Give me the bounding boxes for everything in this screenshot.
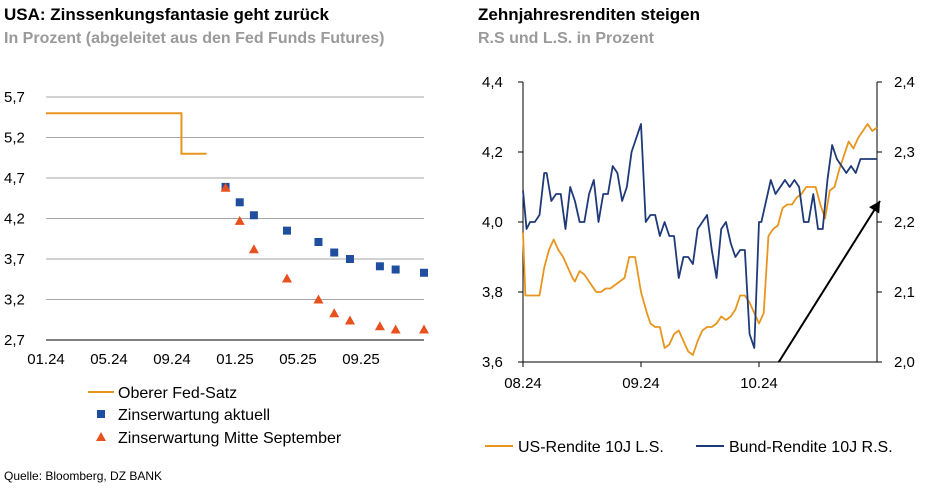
legend-mid-september-swatch [96, 432, 106, 441]
rate-expectation-current-point [314, 237, 323, 246]
rate-expectation-mid-september-point [248, 244, 259, 254]
left-x-tick-label: 09.24 [153, 351, 191, 368]
right-x-tick-label: 09.24 [622, 375, 660, 392]
legend-us-yield-label: US-Rendite 10J L.S. [518, 439, 664, 456]
left-chart-title: USA: Zinssenkungsfantasie geht zurück [4, 5, 329, 24]
legend-current-label: Zinserwartung aktuell [118, 407, 270, 424]
rate-expectation-current-point [391, 265, 400, 274]
rate-expectation-mid-september-point [234, 215, 245, 225]
trend-arrow-head [869, 201, 880, 214]
right-left-y-tick-label: 3,8 [482, 284, 503, 301]
rate-expectation-mid-september-point [374, 321, 385, 331]
left-x-tick-label: 05.25 [279, 351, 317, 368]
legend-fed-rate-label: Oberer Fed-Satz [118, 385, 237, 402]
us-yield-line [522, 123, 878, 356]
rate-expectation-mid-september-point [419, 324, 429, 334]
right-x-tick-label: 08.24 [504, 375, 542, 392]
right-right-y-tick-label: 2,4 [894, 74, 915, 91]
right-left-y-tick-label: 4,2 [482, 144, 503, 161]
left-y-tick-label: 5,7 [4, 89, 25, 106]
source-note: Quelle: Bloomberg, DZ BANK [4, 469, 163, 483]
left-y-tick-label: 3,7 [4, 251, 25, 268]
legend-current-swatch [97, 410, 105, 418]
rate-expectation-mid-september-point [390, 324, 401, 334]
legend-bund-yield-label: Bund-Rendite 10J R.S. [729, 439, 893, 456]
rate-expectation-mid-september-point [313, 294, 324, 304]
rate-expectation-mid-september-point [344, 315, 355, 325]
right-left-y-tick-label: 3,6 [482, 354, 503, 371]
trend-arrow-line [777, 200, 881, 363]
rate-expectation-current-point [330, 248, 339, 257]
left-x-tick-label: 05.24 [90, 351, 128, 368]
right-chart-subtitle: R.S und L.S. in Prozent [478, 30, 654, 47]
left-x-tick-label: 01.25 [216, 351, 254, 368]
right-left-y-tick-label: 4,4 [482, 74, 503, 91]
right-right-y-tick-label: 2,0 [894, 354, 915, 371]
rate-expectation-mid-september-point [220, 182, 231, 192]
left-y-tick-label: 5,2 [4, 130, 25, 147]
rate-expectation-current-point [249, 211, 258, 220]
right-right-y-tick-label: 2,1 [894, 284, 915, 301]
rate-expectation-mid-september-point [281, 273, 292, 283]
left-x-tick-label: 01.24 [27, 351, 65, 368]
right-right-y-tick-label: 2,2 [894, 214, 915, 231]
rate-expectation-current-point [420, 268, 428, 277]
right-left-y-tick-label: 4,0 [482, 214, 503, 231]
left-y-tick-label: 2,7 [4, 332, 25, 349]
rate-expectation-current-point [375, 262, 384, 271]
left-y-tick-label: 3,2 [4, 292, 25, 309]
bund-yield-line [522, 123, 877, 349]
right-chart-title: Zehnjahresrenditen steigen [478, 5, 700, 24]
right-x-tick-label: 10.24 [740, 375, 778, 392]
rate-expectation-current-point [235, 198, 244, 207]
left-y-tick-label: 4,2 [4, 211, 25, 228]
left-y-tick-label: 4,7 [4, 170, 25, 187]
legend-mid-september-label: Zinserwartung Mitte September [118, 430, 342, 447]
rate-expectation-current-point [282, 226, 291, 235]
left-x-tick-label: 09.25 [342, 351, 380, 368]
left-chart-subtitle: In Prozent (abgeleitet aus den Fed Funds… [4, 30, 385, 47]
rate-expectation-current-point [345, 255, 354, 263]
rate-expectation-mid-september-point [329, 308, 340, 318]
fed-rate-step-line [46, 112, 207, 155]
right-right-y-tick-label: 2,3 [894, 144, 915, 161]
